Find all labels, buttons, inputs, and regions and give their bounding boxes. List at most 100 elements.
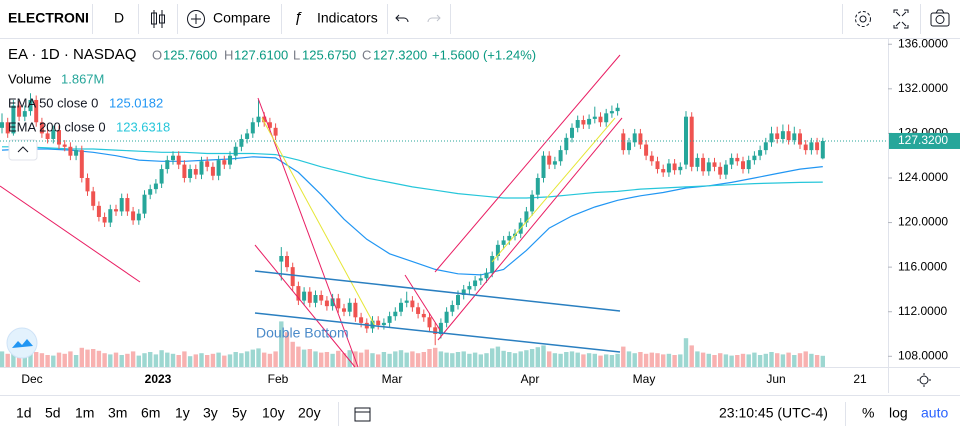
fullscreen-icon[interactable] <box>893 9 909 29</box>
candle-body <box>763 142 768 151</box>
candle-body <box>615 107 620 112</box>
volume-bar <box>643 353 649 367</box>
ema-line <box>1 148 823 276</box>
compare[interactable]: Compare <box>213 10 271 26</box>
volume-bar <box>803 351 808 367</box>
candle-body <box>820 140 825 159</box>
volume-bar <box>524 350 529 367</box>
log-toggle[interactable]: log <box>889 405 908 421</box>
candle-body <box>564 137 569 151</box>
compare-icon[interactable] <box>187 10 205 28</box>
volume-bar <box>284 332 290 367</box>
candle-body <box>273 127 278 136</box>
candle-body <box>729 157 734 165</box>
x-tick-label: Feb <box>268 372 289 386</box>
candle-body <box>541 155 546 178</box>
volume-bar <box>495 346 501 367</box>
volume-bar <box>757 355 763 367</box>
volume-bar <box>381 352 387 367</box>
candle-body <box>193 169 198 175</box>
channel-line <box>254 270 621 312</box>
range-button[interactable]: 6m <box>141 405 160 421</box>
volume-bar <box>364 349 369 367</box>
volume-bar <box>518 351 523 367</box>
volume-bar <box>370 353 375 367</box>
range-button[interactable]: 3m <box>108 405 127 421</box>
range-button[interactable]: 5d <box>45 405 61 421</box>
volume-bar <box>296 346 301 367</box>
candle-body <box>718 166 723 175</box>
channel-line <box>254 312 621 353</box>
volume-bar <box>649 352 654 367</box>
range-button[interactable]: 10y <box>262 405 285 421</box>
volume-bar <box>210 353 216 367</box>
volume-bar <box>809 353 814 367</box>
redo[interactable] <box>427 14 441 23</box>
range-button[interactable]: 5y <box>232 405 247 421</box>
annotation: Double Bottom <box>256 325 349 341</box>
volume-bar <box>706 353 711 367</box>
settings-icon[interactable] <box>855 11 871 27</box>
percent-toggle[interactable]: % <box>862 405 874 421</box>
candle-body <box>484 272 489 279</box>
candle-body <box>689 116 694 167</box>
volume-bar <box>85 349 90 367</box>
ema-line <box>2 146 823 199</box>
screenshot-icon[interactable] <box>930 9 950 27</box>
volume-bar <box>632 353 637 367</box>
volume-bar <box>421 352 426 367</box>
range-button[interactable]: 20y <box>298 405 321 421</box>
volume-bar <box>205 355 210 367</box>
volume-bar <box>797 353 803 367</box>
candle-body <box>421 313 426 318</box>
volume-bar <box>187 356 193 367</box>
range-button[interactable]: 1y <box>175 405 190 421</box>
chart-type-icon[interactable] <box>151 10 165 28</box>
candle-body <box>644 144 649 156</box>
volume-bar <box>438 351 444 367</box>
candle-body <box>153 183 158 190</box>
candle-body <box>17 105 22 117</box>
volume-bar <box>461 351 466 367</box>
interval[interactable]: D <box>114 10 124 26</box>
candle-body <box>416 307 421 314</box>
candle-body <box>758 150 763 156</box>
candle-body <box>39 122 44 134</box>
candle-body <box>353 302 358 318</box>
indicators[interactable]: Indicators <box>317 10 378 26</box>
calendar-icon[interactable] <box>354 407 371 422</box>
range-button[interactable]: 1d <box>16 405 32 421</box>
trend-line <box>434 54 621 273</box>
auto-toggle[interactable]: auto <box>921 405 948 421</box>
volume-bar <box>319 352 324 367</box>
symbol[interactable]: ELECTRONI <box>8 10 89 26</box>
candle-body <box>267 122 272 128</box>
x-tick-label: Mar <box>382 372 403 386</box>
volume-bar <box>28 350 33 367</box>
indicators-icon[interactable]: ƒ <box>294 9 302 26</box>
volume-bar <box>592 353 597 367</box>
volume-bar <box>467 353 472 367</box>
range-button[interactable]: 3y <box>203 405 218 421</box>
x-tick-label: May <box>633 372 656 386</box>
range-button[interactable]: 1m <box>75 405 94 421</box>
candle-body <box>809 142 814 151</box>
candle-body <box>57 130 61 145</box>
candle-body <box>336 298 341 309</box>
collapse-button[interactable] <box>8 139 38 161</box>
candle-body <box>399 302 403 312</box>
volume-bar <box>695 351 700 367</box>
undo[interactable] <box>395 14 409 23</box>
candle-body <box>182 164 187 178</box>
volume-layer <box>0 321 825 367</box>
volume-bar <box>330 353 335 367</box>
candle-body <box>649 155 654 162</box>
candle-body <box>581 120 586 125</box>
candle-body <box>604 113 609 123</box>
time-settings[interactable] <box>917 373 931 387</box>
volume-bar <box>433 347 438 367</box>
candle-body <box>370 320 375 329</box>
ema200-value: 123.6318 <box>116 119 170 134</box>
trend-line <box>0 185 141 283</box>
